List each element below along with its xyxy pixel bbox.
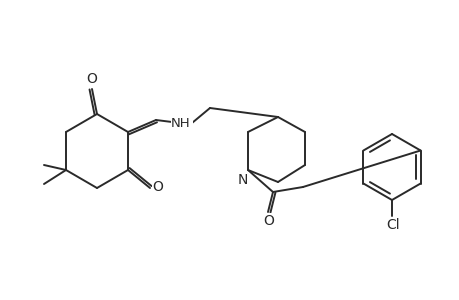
- Text: N: N: [237, 173, 248, 187]
- Text: Cl: Cl: [386, 218, 399, 232]
- Text: O: O: [86, 72, 97, 86]
- Text: O: O: [152, 180, 163, 194]
- Text: H: H: [182, 118, 191, 130]
- Text: N: N: [174, 118, 184, 130]
- Text: O: O: [263, 214, 274, 228]
- Text: NH: NH: [171, 116, 190, 130]
